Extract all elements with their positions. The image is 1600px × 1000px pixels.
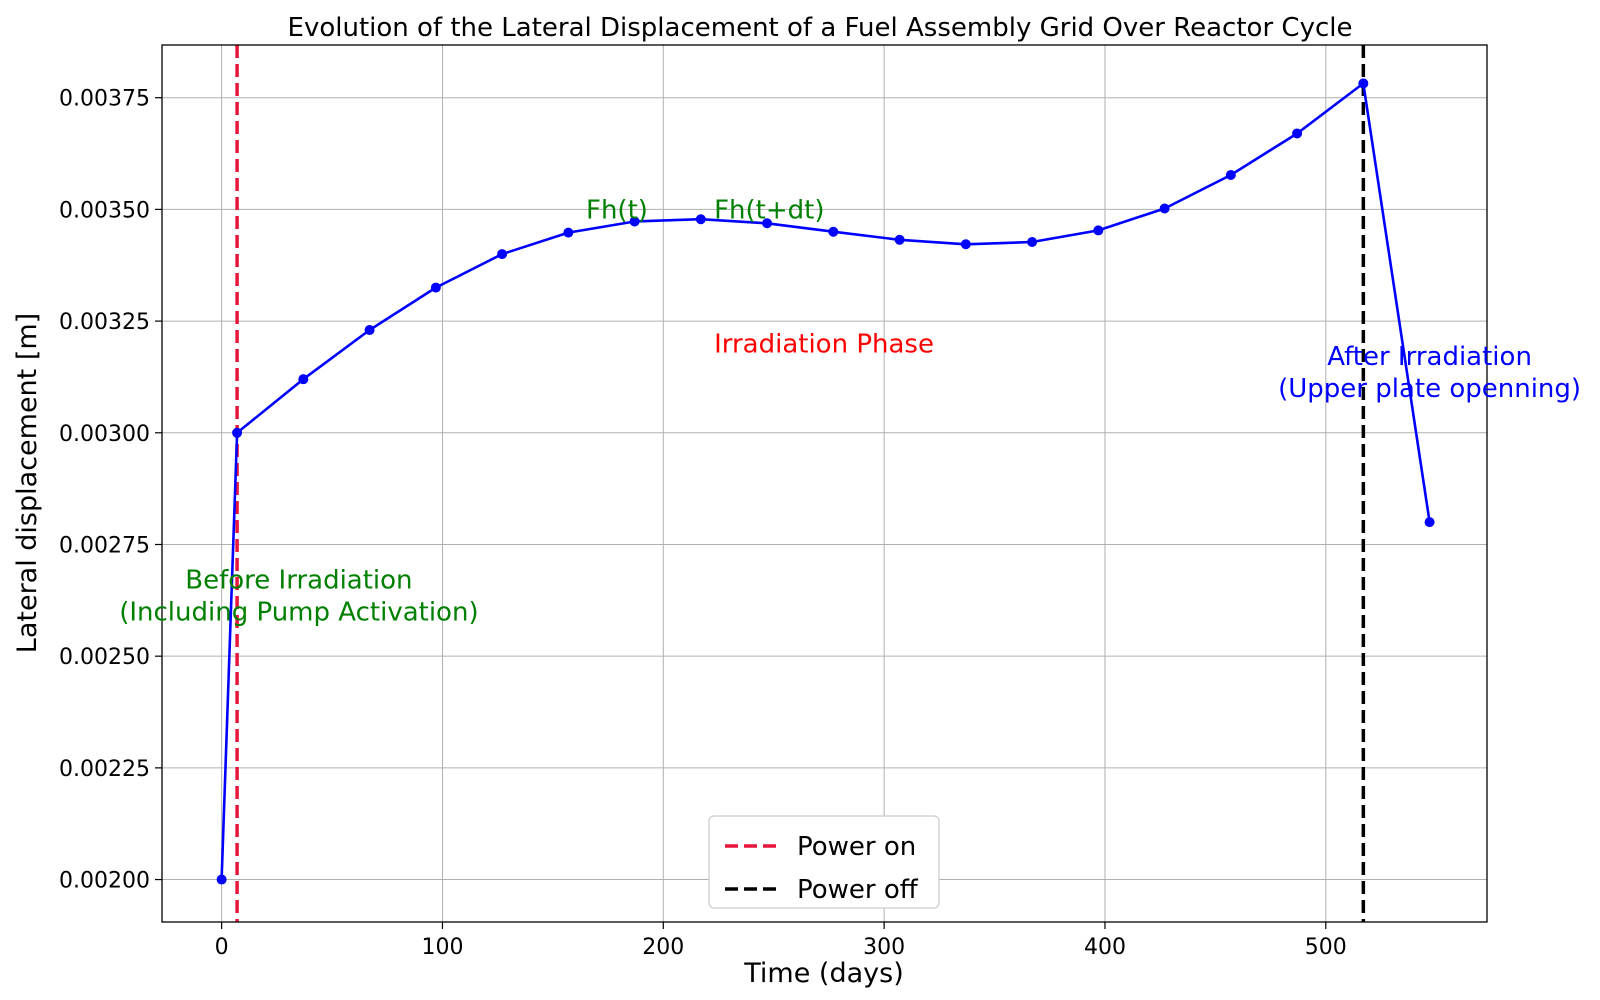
data-point (430, 282, 441, 293)
annotations: Fh(t) Fh(t+dt) Irradiation Phase Before Irr… (119, 195, 1581, 627)
data-series (216, 78, 1435, 885)
x-tick-label: 200 (642, 935, 684, 960)
power-markers (235, 45, 1366, 922)
y-tick-label: 0.00300 (59, 422, 150, 447)
data-point (1225, 170, 1236, 181)
data-point (1358, 78, 1369, 89)
annotation-text: Fh(t+dt) (714, 195, 824, 225)
annotation-text: After Irradiation (1327, 342, 1532, 372)
x-tick-label: 100 (421, 935, 463, 960)
y-tick-label: 0.00375 (59, 87, 150, 112)
y-axis-title: Lateral displacement [m] (12, 313, 43, 653)
y-tick-label: 0.00250 (59, 645, 150, 670)
data-point (1093, 225, 1104, 236)
data-point (762, 218, 773, 229)
data-point (828, 226, 839, 237)
x-tick-label: 300 (863, 935, 905, 960)
annotation-text: Fh(t) (586, 195, 648, 225)
y-tick-label: 0.00350 (59, 198, 150, 223)
y-tick-label: 0.00225 (59, 757, 150, 782)
x-tick-label: 0 (215, 935, 229, 960)
series-line (220, 82, 1431, 880)
y-tick-label: 0.00325 (59, 310, 150, 335)
axis-ticks: 0 100 200 300 400 500 0.00200 0.00225 0.00250 0.0… (59, 87, 1347, 960)
annotation-text: (Including Pump Activation) (119, 597, 478, 627)
data-point (563, 227, 574, 238)
annotation-text: (Upper plate openning) (1278, 374, 1581, 404)
y-tick-label: 0.00275 (59, 533, 150, 558)
data-point (1424, 517, 1435, 528)
annotation-text: Before Irradiation (185, 565, 412, 595)
legend-label: Power on (797, 832, 916, 862)
data-point (216, 874, 227, 885)
legend-box (708, 815, 940, 909)
data-point (695, 214, 706, 225)
chart-title: Evolution of the Lateral Displacement of… (288, 13, 1353, 43)
legend: Power on Power off (708, 815, 940, 909)
data-point (364, 325, 375, 336)
data-point (232, 427, 243, 438)
y-tick-label: 0.00200 (59, 869, 150, 894)
data-point (1027, 237, 1038, 248)
data-point (960, 239, 971, 250)
data-point (497, 249, 508, 260)
annotation-text: Irradiation Phase (714, 329, 934, 359)
grid (162, 45, 1487, 922)
data-point (1159, 203, 1170, 214)
x-tick-label: 400 (1084, 935, 1126, 960)
data-point (894, 234, 905, 245)
legend-label: Power off (797, 875, 919, 905)
x-axis-title: Time (days) (743, 958, 903, 989)
data-point (1292, 128, 1303, 139)
x-tick-label: 500 (1305, 935, 1347, 960)
data-point (298, 374, 309, 385)
data-point (629, 216, 640, 227)
plot-frame (161, 44, 1488, 923)
